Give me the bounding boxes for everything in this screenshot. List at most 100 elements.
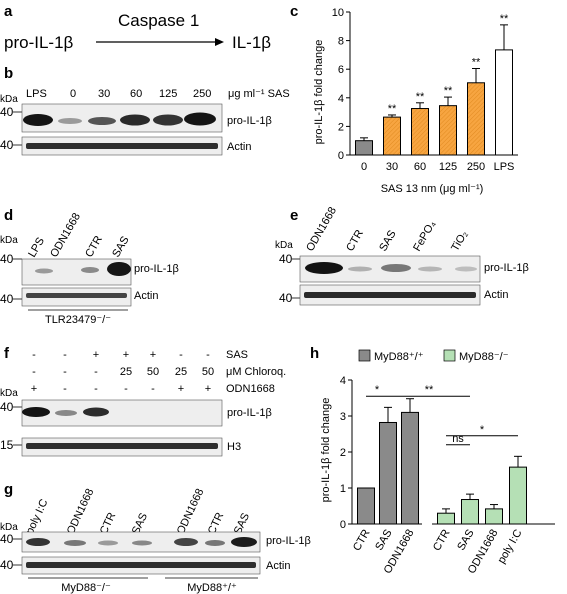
condition-cell: - xyxy=(179,349,183,361)
bar xyxy=(461,499,479,525)
unit-label: μg ml⁻¹ SAS xyxy=(228,88,290,100)
panel-e: ODN1668 CTR SAS FePO₄ TiO₂ kDa 40 40 pro… xyxy=(275,205,529,306)
condition-cell: + xyxy=(178,383,184,395)
panel-label-h: h xyxy=(310,345,319,362)
lane-label: 30 xyxy=(98,88,110,100)
lane-label: CTR xyxy=(344,228,366,254)
significance-label: ** xyxy=(425,384,434,396)
x-tick-label: 250 xyxy=(467,161,485,173)
panel-label-e: e xyxy=(290,207,298,224)
lane-label: 0 xyxy=(70,88,76,100)
bar xyxy=(439,105,457,156)
condition-label: ODN1668 xyxy=(226,383,275,395)
marker-label: 40 xyxy=(279,291,293,305)
y-tick-label: 4 xyxy=(338,93,344,105)
y-tick-label: 3 xyxy=(340,411,346,423)
kda-header: kDa xyxy=(0,235,18,246)
substrate-label: pro-IL-1β xyxy=(4,33,74,52)
band-label: pro-IL-1β xyxy=(227,407,272,419)
condition-cell: - xyxy=(94,366,98,378)
marker-label: 40 xyxy=(279,252,293,266)
kda-header: kDa xyxy=(0,388,18,399)
panel-a: pro-IL-1β Caspase 1 IL-1β xyxy=(4,11,271,52)
y-tick-label: 2 xyxy=(340,447,346,459)
panel-label-f: f xyxy=(4,345,10,362)
condition-cell: 50 xyxy=(202,366,214,378)
marker-label: 40 xyxy=(0,558,14,572)
condition-cell: 50 xyxy=(147,366,159,378)
enzyme-label: Caspase 1 xyxy=(118,11,199,30)
significance-label: ** xyxy=(472,56,481,68)
lane-label: 60 xyxy=(130,88,142,100)
significance-label: * xyxy=(480,424,485,436)
marker-label: 40 xyxy=(0,292,14,306)
band-label: Actin xyxy=(227,141,251,153)
bar xyxy=(411,108,429,156)
bar xyxy=(485,508,503,525)
bar xyxy=(355,140,373,156)
marker-label: 40 xyxy=(0,252,14,266)
x-tick-label: 30 xyxy=(386,161,398,173)
band-label: Actin xyxy=(134,290,158,302)
condition-cell: + xyxy=(150,349,156,361)
condition-cell: 25 xyxy=(120,366,132,378)
lane-label: poly I:C xyxy=(24,497,51,536)
significance-label: ns xyxy=(452,433,464,445)
bar xyxy=(379,421,397,525)
y-tick-label: 10 xyxy=(332,7,344,19)
kda-header: kDa xyxy=(0,522,18,533)
chart-h: pro-IL-1β fold change MyD88⁺/⁺ MyD88⁻/⁻ … xyxy=(320,349,555,576)
marker-label: 40 xyxy=(0,105,14,119)
lane-label: SAS xyxy=(377,228,398,253)
kda-header: kDa xyxy=(275,240,293,251)
significance-label: * xyxy=(375,384,380,396)
condition-cell: + xyxy=(205,383,211,395)
lane-label: ODN1668 xyxy=(65,487,97,536)
chart-c: pro-IL-1β fold change SAS 13 nm (μg ml⁻¹… xyxy=(313,7,518,195)
marker-label: 40 xyxy=(0,138,14,152)
blot-pro-il1b xyxy=(21,399,223,427)
legend-swatch xyxy=(358,349,371,362)
band-label: pro-IL-1β xyxy=(134,263,179,275)
x-tick-label: LPS xyxy=(494,161,515,173)
lane-label: LPS xyxy=(26,88,47,100)
bar xyxy=(383,116,401,156)
x-tick-label: 0 xyxy=(361,161,367,173)
condition-cell: - xyxy=(32,366,36,378)
bar xyxy=(509,466,527,525)
legend: MyD88⁺/⁺ MyD88⁻/⁻ xyxy=(358,349,509,363)
lane-label: 125 xyxy=(159,88,177,100)
product-label: IL-1β xyxy=(232,33,271,52)
condition-cell: - xyxy=(94,383,98,395)
panel-label-c: c xyxy=(290,3,298,20)
lane-label: 250 xyxy=(193,88,211,100)
bar xyxy=(357,487,375,525)
y-tick-label: 6 xyxy=(338,64,344,76)
condition-cell: 25 xyxy=(175,366,187,378)
x-axis-label: SAS 13 nm (μg ml⁻¹) xyxy=(381,183,484,195)
x-tick-label: CTR xyxy=(351,527,373,553)
condition-cell: - xyxy=(206,349,210,361)
lane-label: CTR xyxy=(83,234,105,260)
band-label: Actin xyxy=(266,560,290,572)
panel-b: LPS 0 30 60 125 250 μg ml⁻¹ SAS kDa 40 4… xyxy=(0,88,290,156)
x-tick-label: SAS xyxy=(373,528,394,553)
x-tick-label: SAS xyxy=(455,528,476,553)
marker-label: 40 xyxy=(0,400,14,414)
y-tick-label: 0 xyxy=(338,150,344,162)
bar xyxy=(401,411,419,525)
kda-header: kDa xyxy=(0,94,18,105)
marker-label: 40 xyxy=(0,532,14,546)
y-tick-label: 1 xyxy=(340,483,346,495)
condition-cell: - xyxy=(151,383,155,395)
y-tick-label: 2 xyxy=(338,121,344,133)
legend-label: MyD88⁺/⁺ xyxy=(374,351,424,363)
bar xyxy=(437,512,455,525)
lane-label: SAS xyxy=(110,234,131,259)
significance-label: ** xyxy=(500,13,509,25)
band-label: pro-IL-1β xyxy=(484,262,529,274)
significance-label: ** xyxy=(388,103,397,115)
y-tick-label: 8 xyxy=(338,36,344,48)
condition-cell: - xyxy=(63,366,67,378)
condition-label: μM Chloroq. xyxy=(226,366,286,378)
